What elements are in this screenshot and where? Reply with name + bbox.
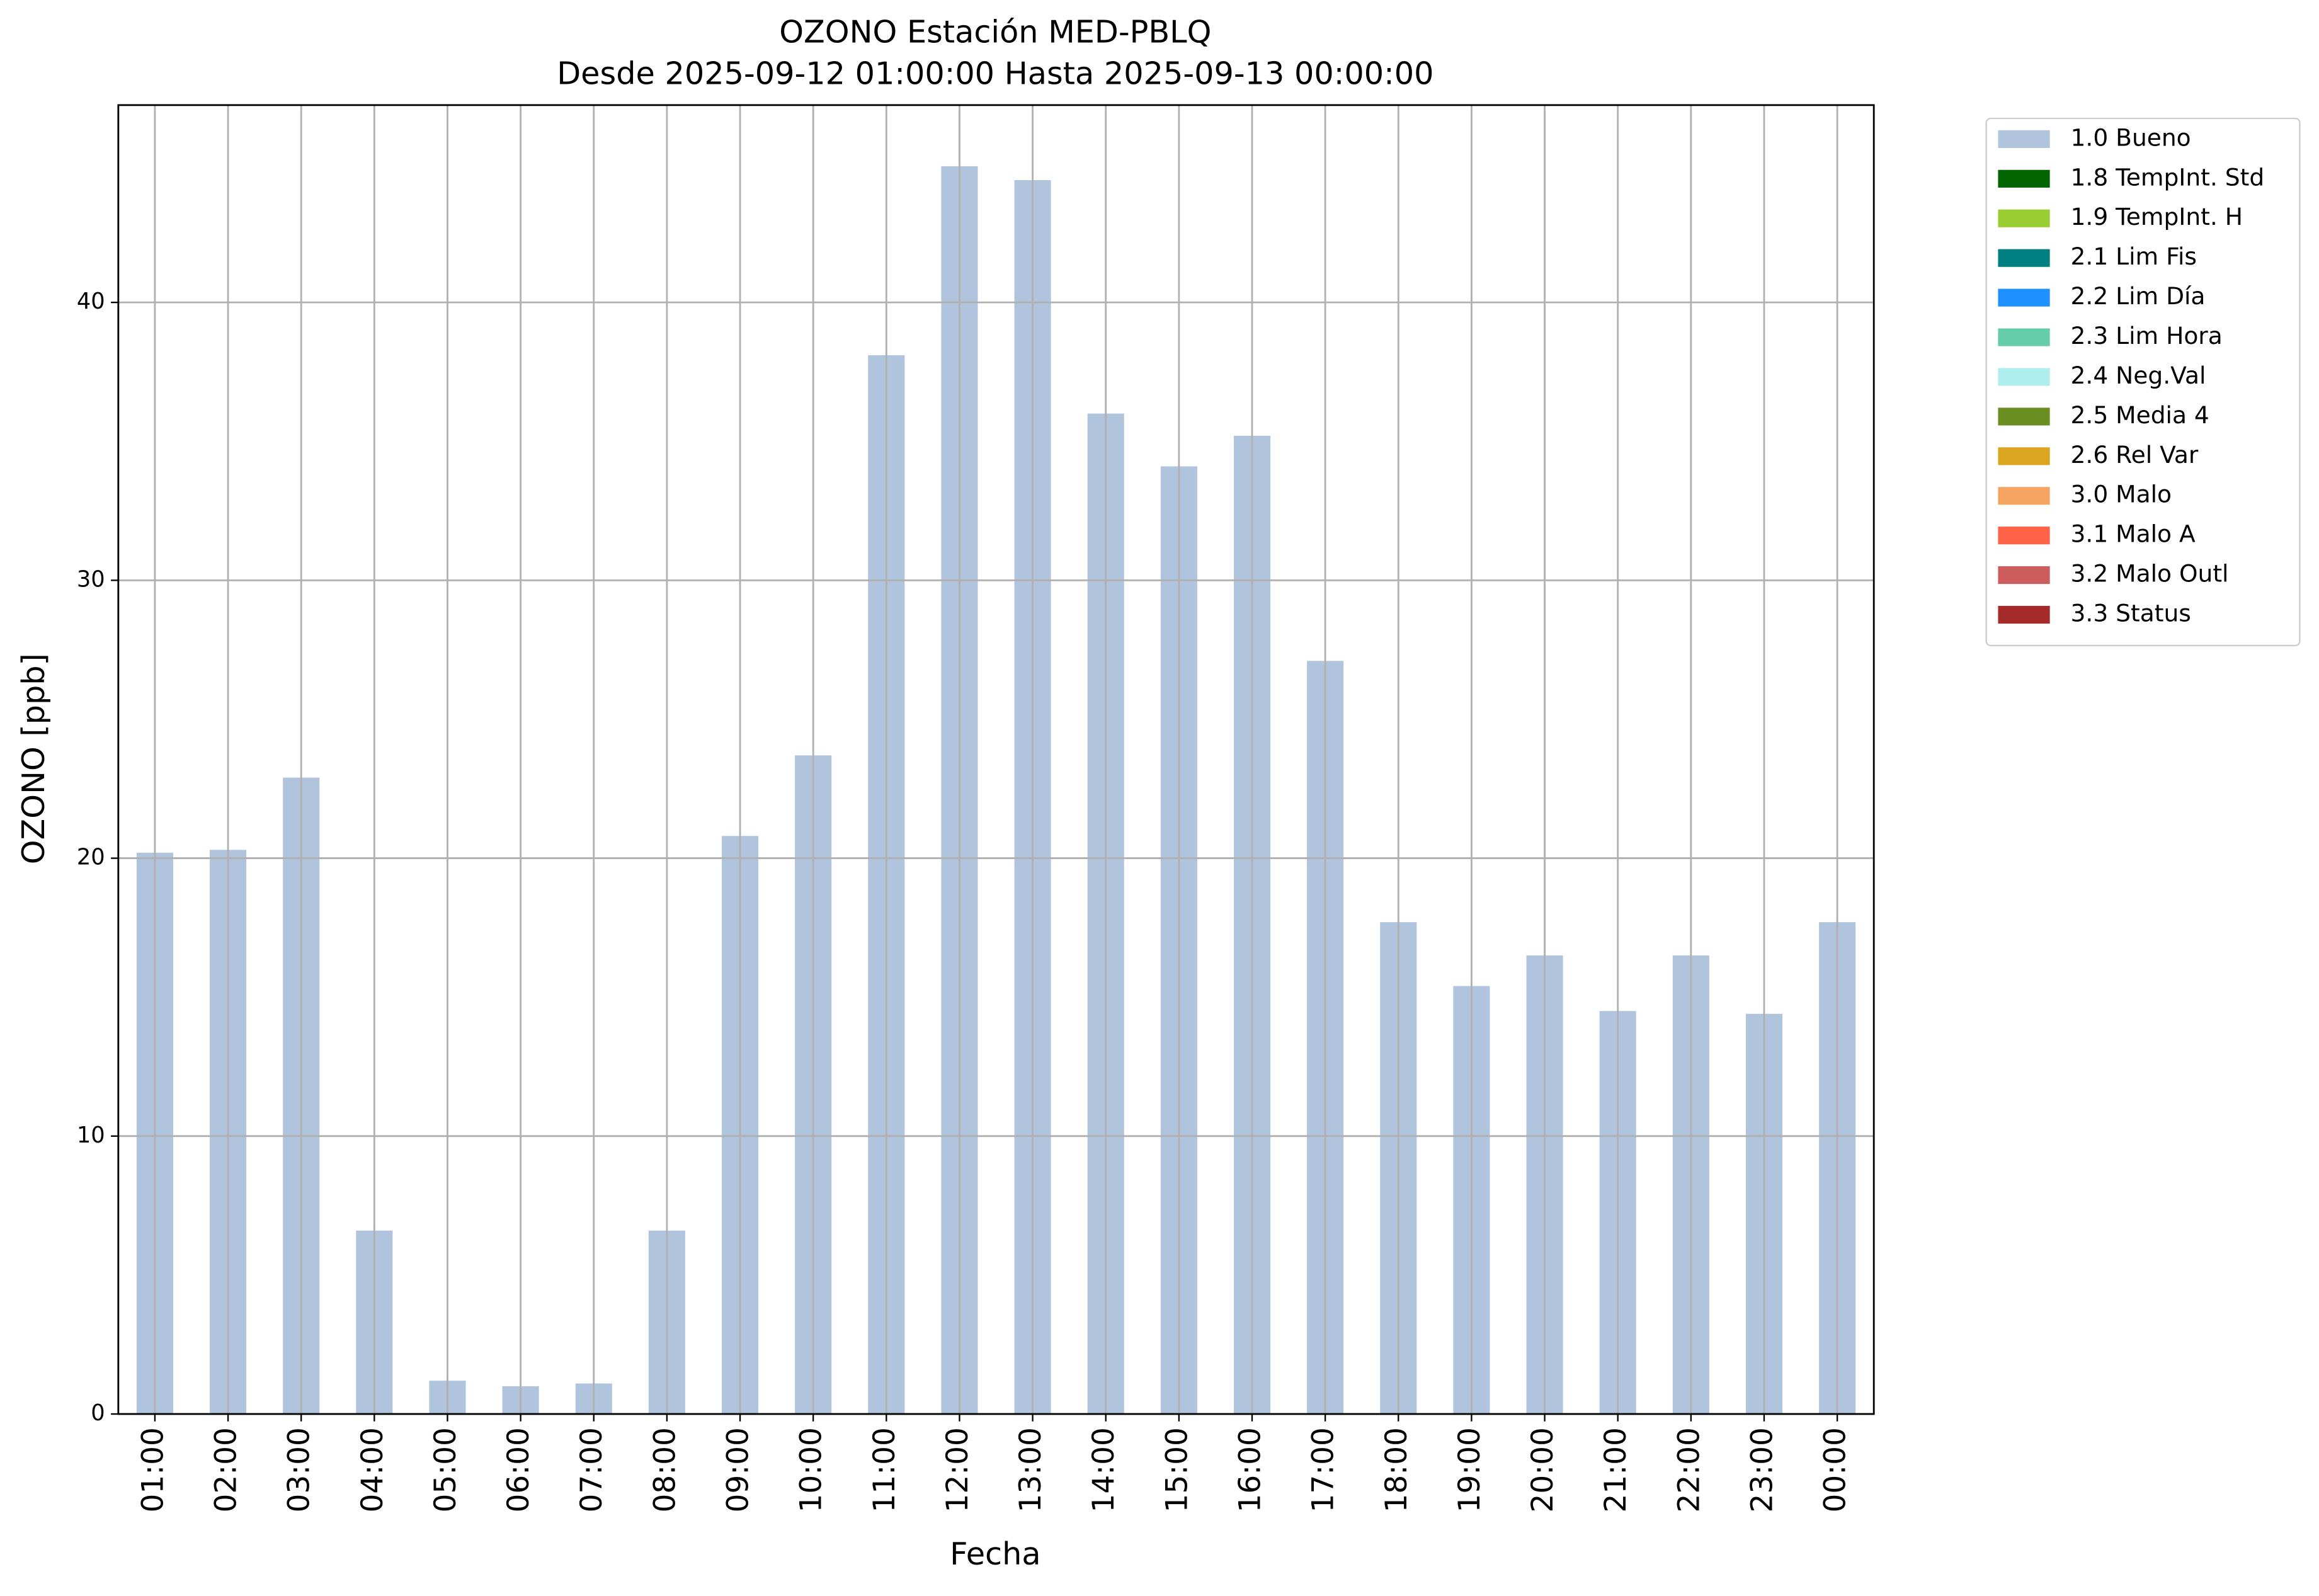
y-tick-label: 0	[91, 1400, 105, 1426]
x-tick-label: 23:00	[1745, 1427, 1779, 1512]
x-tick-label: 11:00	[867, 1427, 902, 1512]
chart-subtitle: Desde 2025-09-12 01:00:00 Hasta 2025-09-…	[557, 55, 1433, 91]
x-tick-label: 19:00	[1452, 1427, 1487, 1512]
x-tick-label: 08:00	[647, 1427, 682, 1512]
x-tick-label: 14:00	[1086, 1427, 1121, 1512]
x-tick-label: 17:00	[1306, 1427, 1341, 1512]
y-tick-label: 30	[77, 566, 105, 592]
legend-swatch	[1998, 605, 2050, 624]
legend-label: 3.0 Malo	[2071, 481, 2172, 508]
y-tick-label: 40	[77, 288, 105, 314]
x-tick-label: 20:00	[1525, 1427, 1560, 1512]
legend-swatch	[1998, 527, 2050, 545]
legend-label: 3.1 Malo A	[2071, 520, 2196, 548]
legend-label: 1.8 TempInt. Std	[2071, 163, 2265, 191]
chart-title: OZONO Estación MED-PBLQ	[779, 14, 1211, 50]
x-tick-label: 16:00	[1233, 1427, 1268, 1512]
legend-label: 2.1 Lim Fis	[2071, 242, 2197, 270]
legend-frame	[1985, 117, 2301, 647]
x-tick-label: 01:00	[135, 1427, 170, 1512]
legend-label: 2.3 Lim Hora	[2071, 322, 2223, 350]
legend-label: 3.2 Malo Outl	[2071, 560, 2229, 588]
x-tick-label: 05:00	[428, 1427, 463, 1512]
x-tick-label: 13:00	[1013, 1427, 1048, 1512]
legend-swatch	[1998, 566, 2050, 584]
x-tick-label: 15:00	[1160, 1427, 1194, 1512]
x-tick-label: 22:00	[1672, 1427, 1706, 1512]
x-tick-label: 09:00	[721, 1427, 756, 1512]
x-tick-label: 00:00	[1818, 1427, 1853, 1512]
legend-swatch	[1998, 408, 2050, 426]
legend-swatch	[1998, 328, 2050, 346]
legend-label: 1.9 TempInt. H	[2071, 203, 2243, 231]
y-tick-label: 10	[77, 1122, 105, 1148]
x-tick-label: 21:00	[1598, 1427, 1633, 1512]
y-tick-label: 20	[77, 845, 105, 870]
legend: 1.0 Bueno 1.8 TempInt. Std 1.9 TempInt. H 2…	[1985, 117, 2301, 647]
x-tick-label: 06:00	[501, 1427, 536, 1512]
plot-area: 0 10 20 30 40 01:00 02:00 03:00 04:00 05:00 06:00 0…	[77, 104, 1875, 1512]
legend-swatch	[1998, 368, 2050, 386]
legend-swatch	[1998, 169, 2050, 188]
x-tick-label: 02:00	[209, 1427, 244, 1512]
legend-swatch	[1998, 447, 2050, 465]
legend-label: 2.5 Media 4	[2071, 401, 2209, 429]
legend-label: 1.0 Bueno	[2071, 123, 2191, 151]
x-tick-label: 10:00	[794, 1427, 829, 1512]
x-tick-label: 12:00	[940, 1427, 975, 1512]
legend-label: 2.2 Lim Día	[2071, 282, 2206, 310]
y-axis-label: OZONO [ppb]	[15, 653, 52, 864]
legend-label: 2.6 Rel Var	[2071, 441, 2199, 469]
plot-frame	[117, 104, 1875, 1415]
legend-swatch	[1998, 288, 2050, 307]
x-axis-label: Fecha	[950, 1536, 1041, 1572]
legend-swatch	[1998, 130, 2050, 148]
x-tick-label: 07:00	[574, 1427, 609, 1512]
legend-swatch	[1998, 209, 2050, 227]
legend-swatch	[1998, 249, 2050, 267]
legend-label: 3.3 Status	[2071, 600, 2191, 627]
x-tick-label: 04:00	[355, 1427, 390, 1512]
legend-label: 2.4 Neg.Val	[2071, 362, 2206, 389]
legend-swatch	[1998, 487, 2050, 505]
x-tick-label: 18:00	[1379, 1427, 1414, 1512]
x-tick-label: 03:00	[282, 1427, 317, 1512]
